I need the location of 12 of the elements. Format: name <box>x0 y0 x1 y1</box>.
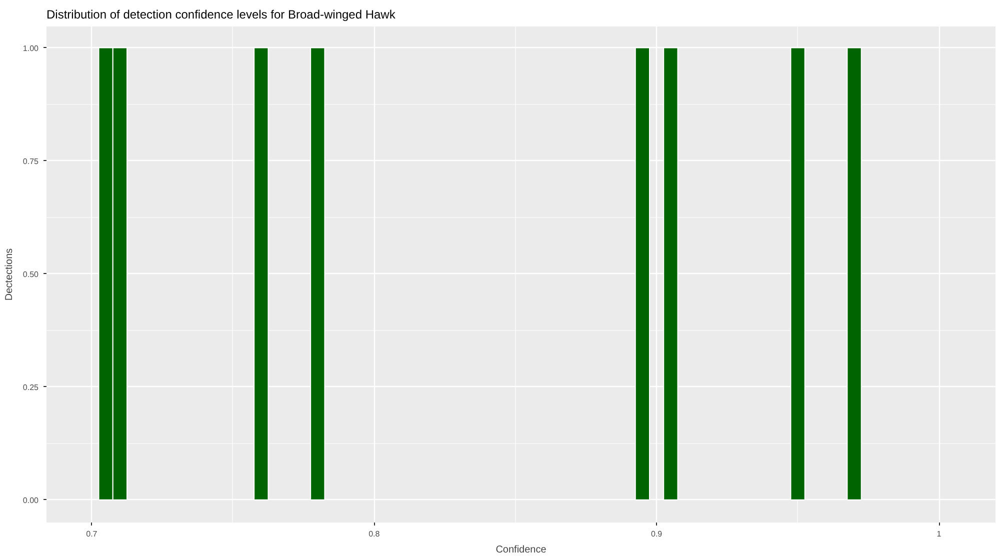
y-axis-title: Dectections <box>4 248 15 301</box>
x-axis-title: Confidence <box>496 544 547 556</box>
y-tick-label: 0.25 <box>22 382 40 392</box>
x-tick-label: 0.8 <box>368 530 380 538</box>
x-tick-label: 1 <box>936 530 942 538</box>
y-tick-label: 0.50 <box>22 270 40 279</box>
x-tick-label: 0.9 <box>651 530 663 538</box>
y-tick-label: 0.75 <box>22 156 40 166</box>
chart-title: Distribution of detection confidence levels for Broad-winged Hawk <box>46 8 396 22</box>
y-tick-label: 1.00 <box>22 44 40 53</box>
x-tick-label: 0.7 <box>86 530 98 538</box>
y-tick-label: 0.00 <box>22 496 40 505</box>
